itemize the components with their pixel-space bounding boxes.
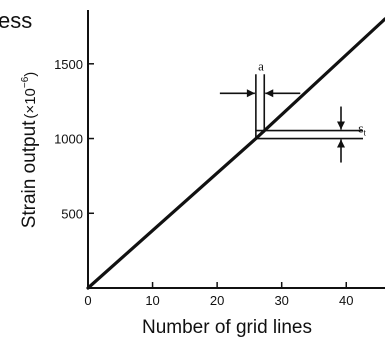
y-axis-label-unit: (×10 [22, 88, 39, 118]
y-axis-label-close: ) [22, 72, 39, 77]
a-arrowhead-right [265, 89, 274, 98]
y-axis-label-exp: −6 [20, 76, 31, 88]
y-tick-label: 1000 [54, 132, 83, 147]
x-tick-label: 10 [145, 293, 159, 308]
y-axis-label-main: Strain output [19, 120, 40, 228]
e-arrowhead-bottom [337, 139, 345, 148]
x-tick-label: 20 [210, 293, 224, 308]
epsilon-t-label: εt [358, 121, 366, 138]
e-arrowhead-top [337, 121, 345, 130]
x-tick-label: 40 [339, 293, 353, 308]
chart-title: ess [0, 8, 32, 33]
a-label: a [258, 58, 264, 73]
y-tick-label: 1500 [54, 57, 83, 72]
x-tick-label: 0 [84, 293, 91, 308]
y-tick-label: 500 [61, 206, 83, 221]
x-tick-label: 30 [274, 293, 288, 308]
x-axis-label: Number of grid lines [142, 317, 312, 338]
y-axis-label: Strain output (×10−6) [19, 72, 40, 229]
a-arrowhead-left [246, 89, 255, 98]
